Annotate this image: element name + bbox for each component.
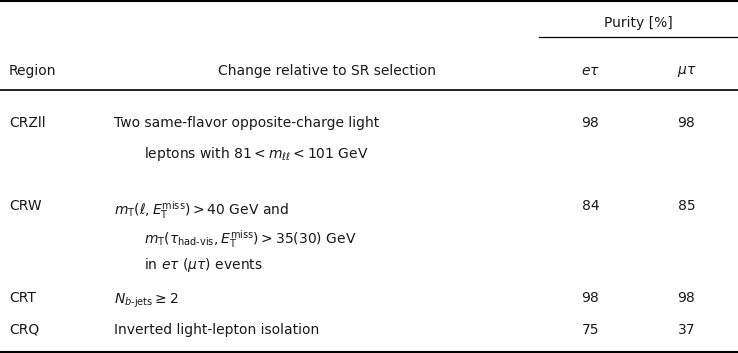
Text: 37: 37	[677, 323, 695, 337]
Text: $m_{\mathrm{T}}(\ell, E_{\mathrm{T}}^{\mathrm{miss}}) > 40$ GeV and: $m_{\mathrm{T}}(\ell, E_{\mathrm{T}}^{\m…	[114, 199, 289, 221]
Text: 75: 75	[582, 323, 599, 337]
Text: in $e\tau$ ($\mu\tau$) events: in $e\tau$ ($\mu\tau$) events	[144, 256, 263, 274]
Text: Purity [%]: Purity [%]	[604, 16, 673, 30]
Text: Two same-flavor opposite-charge light: Two same-flavor opposite-charge light	[114, 116, 379, 131]
Text: Region: Region	[9, 64, 56, 78]
Text: 85: 85	[677, 199, 695, 214]
Text: 84: 84	[582, 199, 599, 214]
Text: 98: 98	[582, 116, 599, 131]
Text: $e\tau$: $e\tau$	[581, 64, 600, 78]
Text: $N_{b\text{-jets}} \geq 2$: $N_{b\text{-jets}} \geq 2$	[114, 291, 179, 310]
Text: CRW: CRW	[9, 199, 41, 214]
Text: leptons with $81 < m_{\ell\ell} < 101$ GeV: leptons with $81 < m_{\ell\ell} < 101$ G…	[144, 145, 368, 163]
Text: CRT: CRT	[9, 291, 35, 305]
Text: 98: 98	[677, 291, 695, 305]
Text: $m_{\mathrm{T}}(\tau_{\mathrm{had\text{-}vis}}, E_{\mathrm{T}}^{\mathrm{miss}}) : $m_{\mathrm{T}}(\tau_{\mathrm{had\text{-…	[144, 228, 356, 250]
Text: CRZll: CRZll	[9, 116, 46, 131]
Text: $\mu\tau$: $\mu\tau$	[677, 64, 696, 78]
Text: Change relative to SR selection: Change relative to SR selection	[218, 64, 435, 78]
Text: 98: 98	[677, 116, 695, 131]
Text: Inverted light-lepton isolation: Inverted light-lepton isolation	[114, 323, 320, 337]
Text: CRQ: CRQ	[9, 323, 39, 337]
Text: 98: 98	[582, 291, 599, 305]
